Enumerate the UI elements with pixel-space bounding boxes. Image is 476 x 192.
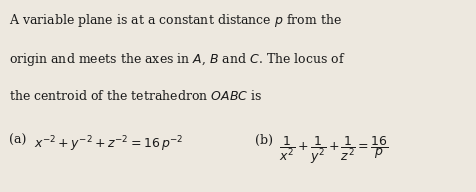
Text: (b): (b) [255,134,273,147]
Text: $x^{-2}+y^{-2}+z^{-2}=16\,p^{-2}$: $x^{-2}+y^{-2}+z^{-2}=16\,p^{-2}$ [34,134,184,154]
Text: origin and meets the axes in $A$, $B$ and $C$. The locus of: origin and meets the axes in $A$, $B$ an… [9,51,345,68]
Text: the centroid of the tetrahedron $OABC$ is: the centroid of the tetrahedron $OABC$ i… [9,89,261,103]
Text: A variable plane is at a constant distance $p$ from the: A variable plane is at a constant distan… [9,12,341,30]
Text: (a): (a) [9,134,26,147]
Text: $\dfrac{1}{x^2}+\dfrac{1}{y^2}+\dfrac{1}{z^2}=\dfrac{16}{p}$: $\dfrac{1}{x^2}+\dfrac{1}{y^2}+\dfrac{1}… [278,134,388,166]
